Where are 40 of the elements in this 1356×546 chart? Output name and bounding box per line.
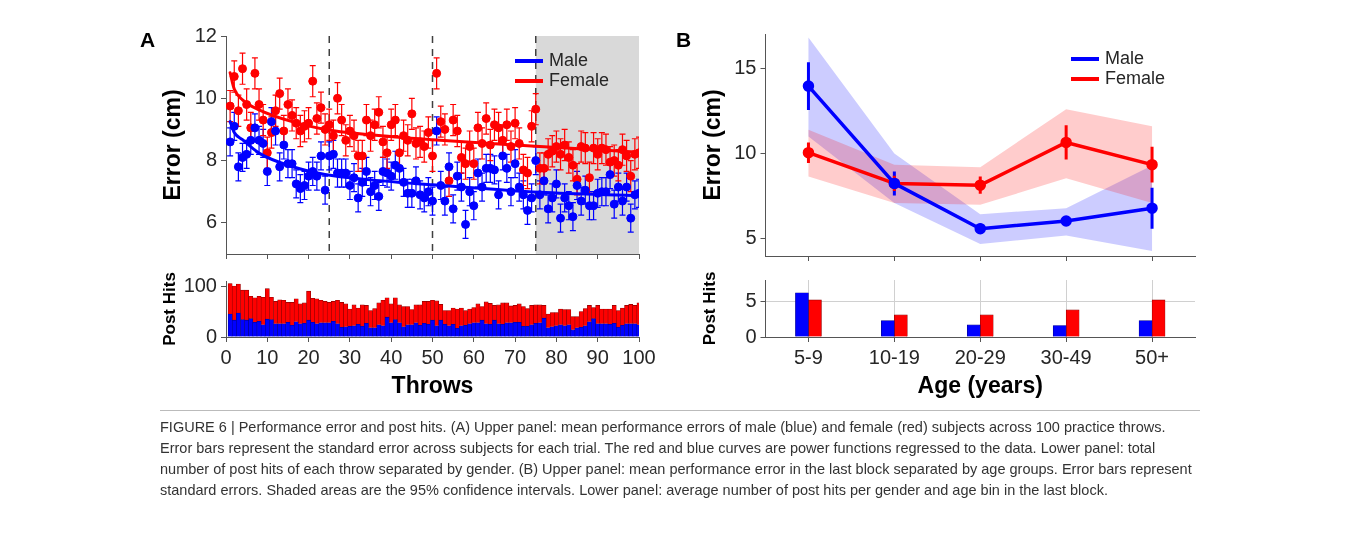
x-tick-label: 0 xyxy=(220,345,232,368)
x-tick-label: 80 xyxy=(545,345,568,368)
x-tick-label: 10-19 xyxy=(868,345,920,368)
x-tick-label: 30 xyxy=(338,345,362,368)
y-tick-label: 5 xyxy=(745,226,757,249)
x-tick-label: 20-29 xyxy=(954,345,1006,368)
y-tick-label: 6 xyxy=(205,210,217,233)
x-tick-label: 40 xyxy=(380,345,403,368)
y-axis-title: Post Hits xyxy=(699,271,719,346)
caption: FIGURE 6 | Performance error and post hits. (A) Upper panel: mean performance errors of male (blue) and female (red) subjects across 100 practice throws. Error bars represent the standard error across subjects for each trial. The red and blue curves are power functions regressed to the data. Lower panel: total number of post hits of each throw separated by gender. (B) Upper panel: mean performance error in the last block separated by age groups. Error bars represent standard errors. Shaded areas are the 95% confidence intervals. Lower panel: average number of post hits per gender and age bin in the last block. xyxy=(160,410,1200,501)
x-tick-label: 100 xyxy=(622,345,656,368)
x-tick-label: 90 xyxy=(586,345,609,368)
legend-label: Male xyxy=(1104,48,1144,68)
y-tick-label: 8 xyxy=(205,148,217,171)
y-tick-label: 10 xyxy=(734,141,757,164)
y-axis-title: Error (cm) xyxy=(159,89,186,201)
legend-label: Male xyxy=(548,50,588,70)
x-tick-label: 70 xyxy=(503,345,527,368)
y-tick-label: 15 xyxy=(734,55,757,78)
chart-title: A xyxy=(140,28,156,52)
x-axis-title: Age (years) xyxy=(917,371,1043,398)
x-axis-title: Throws xyxy=(391,371,474,398)
y-tick-label: 5 xyxy=(745,288,757,311)
x-tick-label: 20 xyxy=(297,345,320,368)
y-axis-title: Post Hits xyxy=(159,272,179,346)
y-tick-label: 0 xyxy=(205,324,217,347)
y-tick-label: 10 xyxy=(194,85,217,108)
y-tick-label: 12 xyxy=(194,23,217,46)
x-tick-label: 50 xyxy=(421,345,444,368)
chart-title: B xyxy=(676,28,692,52)
legend-label: Female xyxy=(548,70,609,90)
x-tick-label: 60 xyxy=(462,345,485,368)
x-tick-label: 50+ xyxy=(1135,345,1170,368)
x-tick-label: 10 xyxy=(256,345,279,368)
y-tick-label: 100 xyxy=(183,273,217,296)
y-tick-label: 0 xyxy=(745,324,757,347)
y-axis-title: Error (cm) xyxy=(699,89,726,201)
x-tick-label: 30-49 xyxy=(1040,345,1092,368)
x-tick-label: 5-9 xyxy=(794,345,823,368)
legend-label: Female xyxy=(1104,68,1165,88)
